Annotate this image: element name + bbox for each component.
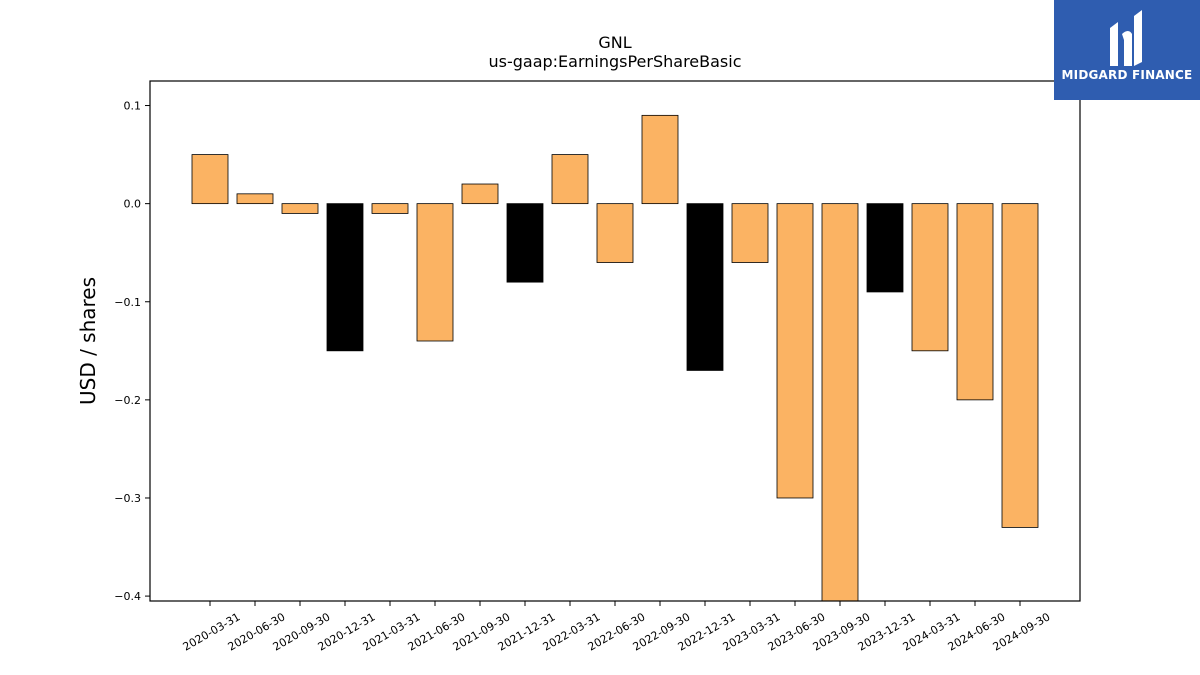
brand-logo: MIDGARD FINANCE	[1054, 0, 1200, 100]
logo-text: MIDGARD FINANCE	[1061, 68, 1193, 82]
bar-2021-03-31	[371, 203, 409, 214]
bar-2023-06-30	[776, 203, 814, 499]
y-tick-label: −0.1	[114, 296, 141, 309]
bar-2020-09-30	[281, 203, 319, 214]
bar-2024-09-30	[1001, 203, 1039, 528]
axes-group: 0.10.0−0.1−0.2−0.3−0.42020-03-312020-06-…	[114, 80, 1081, 654]
bar-2023-03-31	[731, 203, 769, 263]
bar-series	[191, 114, 1039, 601]
bar-2020-12-31	[326, 203, 364, 352]
y-tick-label: 0.1	[124, 100, 142, 113]
bar-2022-12-31	[686, 203, 724, 371]
y-tick-label: 0.0	[124, 198, 142, 211]
bar-2023-09-30	[821, 203, 859, 601]
y-tick-label: −0.3	[114, 492, 141, 505]
chart-subtitle: us-gaap:EarningsPerShareBasic	[488, 52, 742, 71]
bar-2021-12-31	[506, 203, 544, 283]
bar-2023-12-31	[866, 203, 904, 293]
bar-2024-03-31	[911, 203, 949, 352]
bar-2020-03-31	[191, 154, 229, 205]
y-axis-label: USD / shares	[76, 277, 100, 405]
bar-2021-06-30	[416, 203, 454, 342]
bar-2024-06-30	[956, 203, 994, 401]
bar-2022-06-30	[596, 203, 634, 263]
bar-2021-09-30	[461, 183, 499, 205]
chart-title: GNL	[598, 33, 632, 52]
bars-group	[191, 114, 1039, 601]
y-tick-label: −0.4	[114, 590, 141, 603]
bar-2022-03-31	[551, 154, 589, 205]
bar-2022-09-30	[641, 114, 679, 205]
midgard-logo-icon	[1110, 10, 1142, 66]
bar-2020-06-30	[236, 193, 274, 205]
y-tick-label: −0.2	[114, 394, 141, 407]
